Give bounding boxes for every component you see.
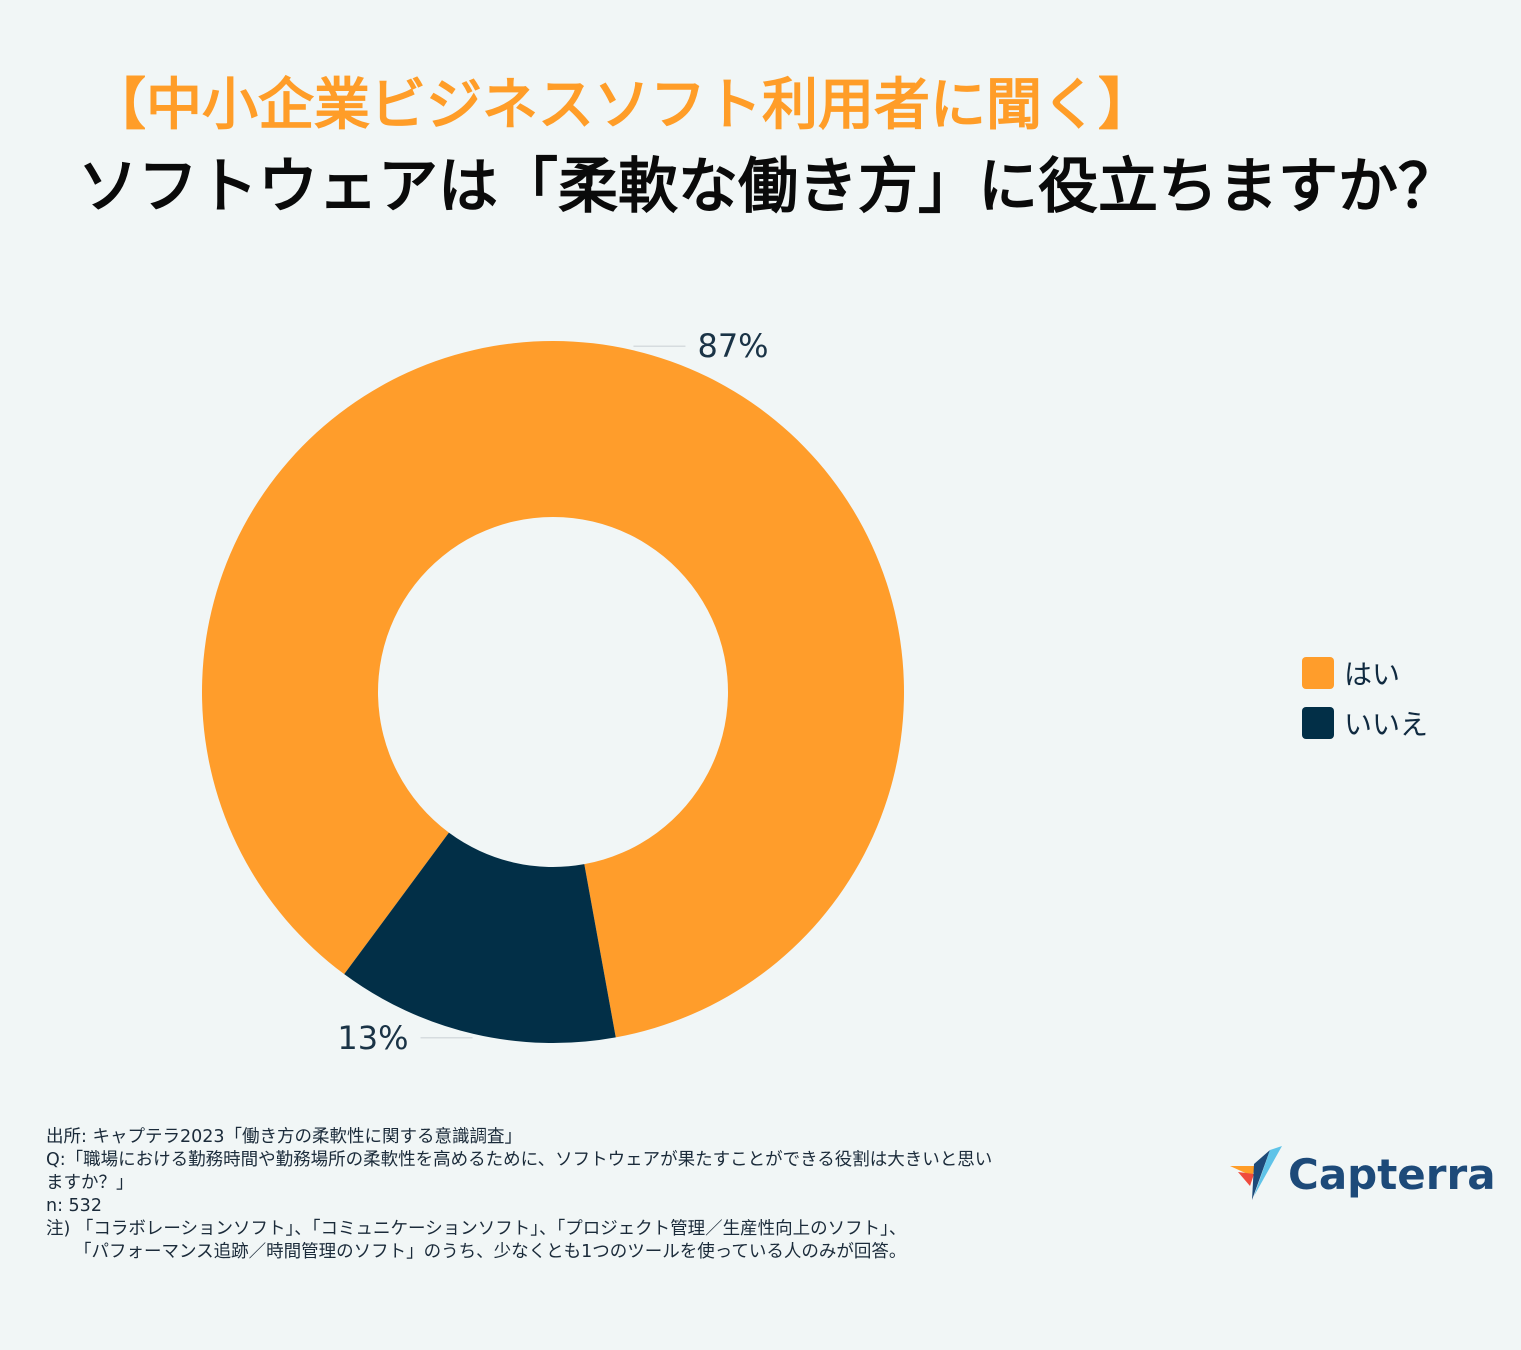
note-line-2: 「パフォーマンス追跡／時間管理のソフト」のうち、少なくとも1つのツールを使ってい… bbox=[74, 1242, 907, 1262]
legend-label-no: いいえ bbox=[1344, 708, 1429, 741]
slice-no bbox=[344, 832, 616, 1043]
legend-item-yes: はい bbox=[1302, 648, 1428, 698]
question-line-2: ますか？」 bbox=[46, 1173, 134, 1193]
legend-label-yes: はい bbox=[1344, 658, 1401, 691]
chart-title-line2: ソフトウェアは「柔軟な働き方」に役立ちますか？ bbox=[78, 152, 1458, 222]
question-line-1: Q:「職場における勤務時間や勤務場所の柔軟性を高めるために、ソフトウェアが果たす… bbox=[46, 1150, 993, 1170]
chart-legend: はい いいえ bbox=[1302, 648, 1428, 748]
slice-label-no: 13% bbox=[337, 1019, 408, 1057]
capterra-logo: Capterra bbox=[1230, 1146, 1496, 1202]
capterra-arrow-icon bbox=[1230, 1146, 1282, 1200]
slice-label-yes: 87% bbox=[697, 327, 768, 365]
source-notes: 出所: キャプテラ2023「働き方の柔軟性に関する意識調査」 Q:「職場における… bbox=[46, 1126, 1176, 1264]
note-line-1: 注) 「コラボレーションソフト」、「コミュニケーションソフト」、「プロジェクト管… bbox=[46, 1219, 907, 1239]
source-line: 出所: キャプテラ2023「働き方の柔軟性に関する意識調査」 bbox=[46, 1127, 522, 1147]
sample-size-line: n: 532 bbox=[46, 1196, 102, 1216]
chart-title-line1: 【中小企業ビジネスソフト利用者に聞く】 bbox=[90, 73, 1154, 138]
slice-yes bbox=[202, 340, 905, 1038]
capterra-logo-text: Capterra bbox=[1288, 1149, 1496, 1199]
legend-item-no: いいえ bbox=[1302, 698, 1428, 748]
legend-swatch-no bbox=[1302, 707, 1334, 739]
legend-swatch-yes bbox=[1302, 657, 1334, 689]
